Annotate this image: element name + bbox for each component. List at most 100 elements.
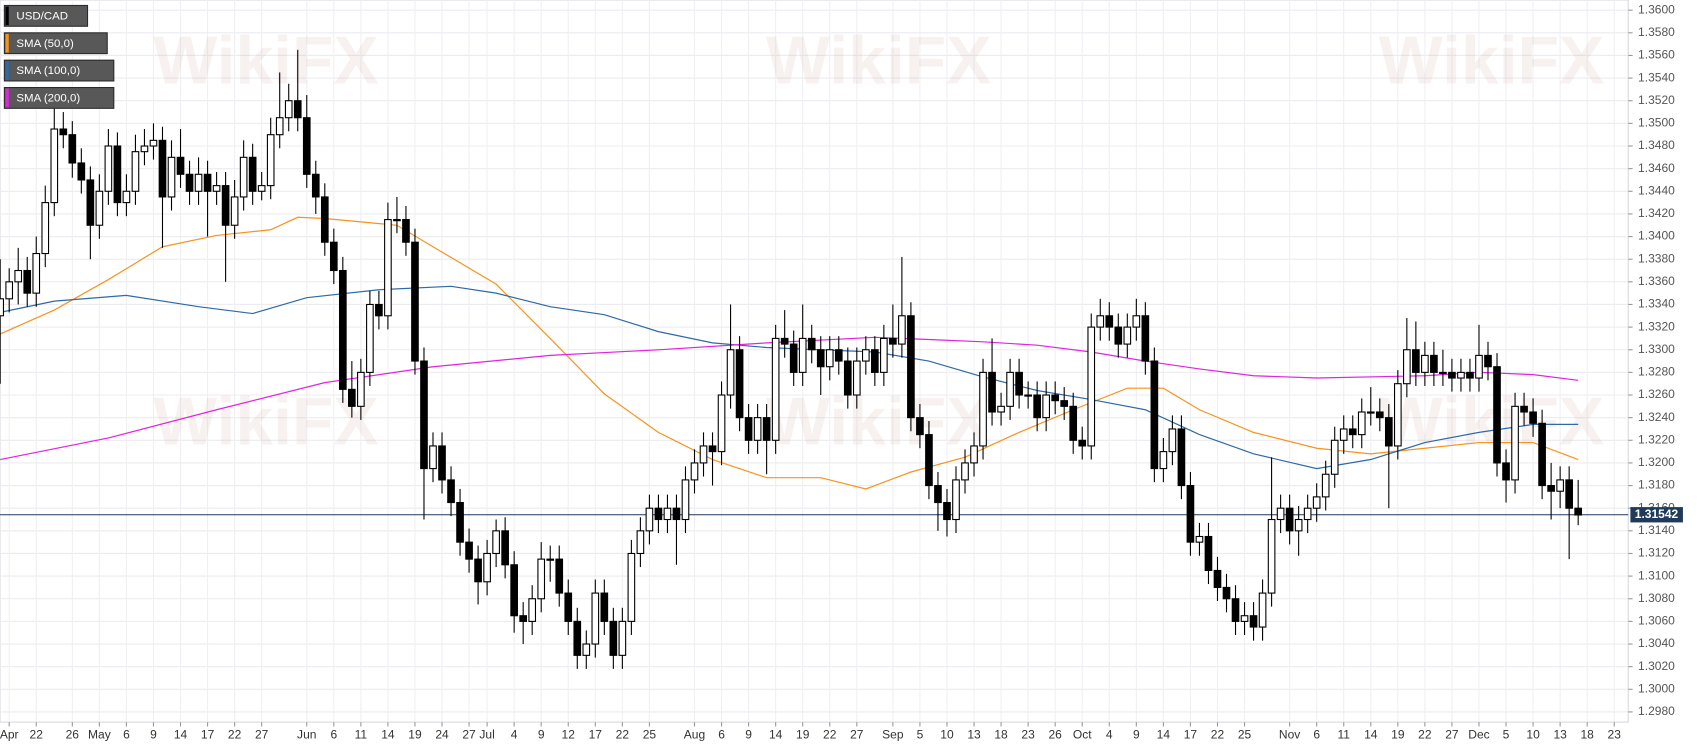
candle-body	[717, 394, 726, 453]
candle-body	[1006, 371, 1014, 407]
candle-body	[618, 620, 627, 656]
candle-body	[429, 445, 437, 470]
candle-body	[645, 507, 654, 532]
candle-body	[158, 139, 167, 198]
candle-body	[366, 303, 374, 373]
candle-body	[420, 360, 428, 470]
watermark: WikiFX	[766, 24, 992, 99]
candle-body	[528, 598, 537, 622]
x-tick-label: 4	[511, 727, 518, 741]
candle-body	[1303, 507, 1312, 521]
candle-body	[483, 552, 491, 583]
candle-body	[302, 117, 311, 175]
watermark: WikiFX	[1379, 24, 1605, 99]
candle-body	[1258, 592, 1267, 628]
candle-body	[1069, 405, 1078, 441]
x-tick-label: 18	[1580, 727, 1594, 741]
candle-body	[681, 479, 690, 521]
y-tick-label: 1.3120	[1638, 546, 1675, 560]
x-tick-label: 27	[1445, 727, 1459, 741]
candle-body	[1511, 405, 1519, 481]
candle-body	[1078, 439, 1087, 447]
candle-body	[510, 564, 518, 617]
sma-line	[0, 216, 1579, 490]
candle-body	[1132, 315, 1141, 328]
candle-body	[68, 134, 77, 164]
candle-body	[329, 241, 338, 272]
candle-body	[465, 541, 473, 560]
candle-body	[925, 434, 933, 487]
y-tick-label: 1.3460	[1638, 161, 1675, 175]
candle-body	[95, 190, 104, 226]
y-tick-label: 1.3080	[1638, 591, 1675, 605]
candle-body	[86, 179, 95, 226]
y-tick-label: 1.3400	[1638, 229, 1675, 243]
candle-body	[1547, 485, 1555, 492]
x-tick-label: Sep	[882, 727, 904, 741]
candle-body	[871, 349, 879, 373]
y-tick-label: 1.3000	[1638, 681, 1675, 695]
x-tick-label: 18	[994, 727, 1008, 741]
candle-body	[393, 219, 401, 222]
candle-body	[492, 530, 500, 555]
y-tick-label: 1.3200	[1638, 455, 1675, 469]
x-tick-label: 19	[796, 727, 810, 741]
x-tick-label: May	[88, 727, 111, 741]
candle-body	[807, 337, 816, 351]
candle-body	[852, 360, 861, 396]
y-tick-label: 1.3420	[1638, 206, 1675, 220]
candle-body	[519, 615, 528, 622]
x-tick-label: Jul	[479, 727, 494, 741]
candle-body	[1384, 417, 1393, 447]
candle-body	[1366, 411, 1375, 414]
candle-body	[1493, 366, 1501, 464]
y-tick-label: 1.3280	[1638, 365, 1675, 379]
candle-body	[1330, 439, 1339, 475]
y-tick-label: 1.3220	[1638, 432, 1675, 446]
x-tick-label: Apr	[0, 727, 19, 741]
candle-body	[636, 530, 645, 555]
candle-body	[1348, 428, 1357, 436]
candle-body	[1204, 535, 1213, 571]
x-tick-label: 14	[1157, 727, 1171, 741]
candle-body	[284, 100, 293, 119]
candle-body	[789, 343, 798, 373]
x-tick-label: 6	[123, 727, 130, 741]
candle-body	[14, 269, 23, 283]
x-tick-label: 12	[562, 727, 576, 741]
candle-body	[122, 190, 131, 204]
watermark: WikiFX	[153, 385, 379, 460]
candle-body	[735, 349, 744, 419]
candle-body	[663, 507, 672, 521]
candle-body	[239, 156, 248, 198]
candle-body	[771, 337, 780, 441]
candle-body	[1060, 400, 1069, 407]
candle-body	[50, 128, 59, 204]
candle-body	[1222, 586, 1231, 600]
x-tick-label: 22	[823, 727, 837, 741]
x-tick-label: 22	[1418, 727, 1432, 741]
x-tick-label: 6	[330, 727, 337, 741]
y-tick-label: 1.3540	[1638, 70, 1675, 84]
candle-body	[104, 145, 113, 192]
candle-body	[1294, 518, 1303, 532]
x-tick-label: 23	[1021, 727, 1035, 741]
y-tick-label: 1.3560	[1638, 48, 1675, 62]
candle-body	[1105, 315, 1114, 328]
candle-body	[537, 558, 546, 600]
candle-body	[1159, 451, 1168, 470]
candle-body	[1168, 428, 1177, 453]
candle-body	[744, 417, 753, 441]
candle-body	[293, 100, 302, 119]
y-tick-label: 1.3320	[1638, 319, 1675, 333]
candle-body	[212, 185, 221, 192]
candle-body	[1448, 371, 1456, 379]
candle-body	[798, 337, 807, 373]
candle-body	[708, 445, 717, 453]
candle-body	[1457, 371, 1465, 379]
candle-body	[185, 173, 194, 192]
candle-body	[1556, 479, 1564, 492]
candle-body	[320, 196, 329, 243]
candle-body	[384, 219, 392, 317]
